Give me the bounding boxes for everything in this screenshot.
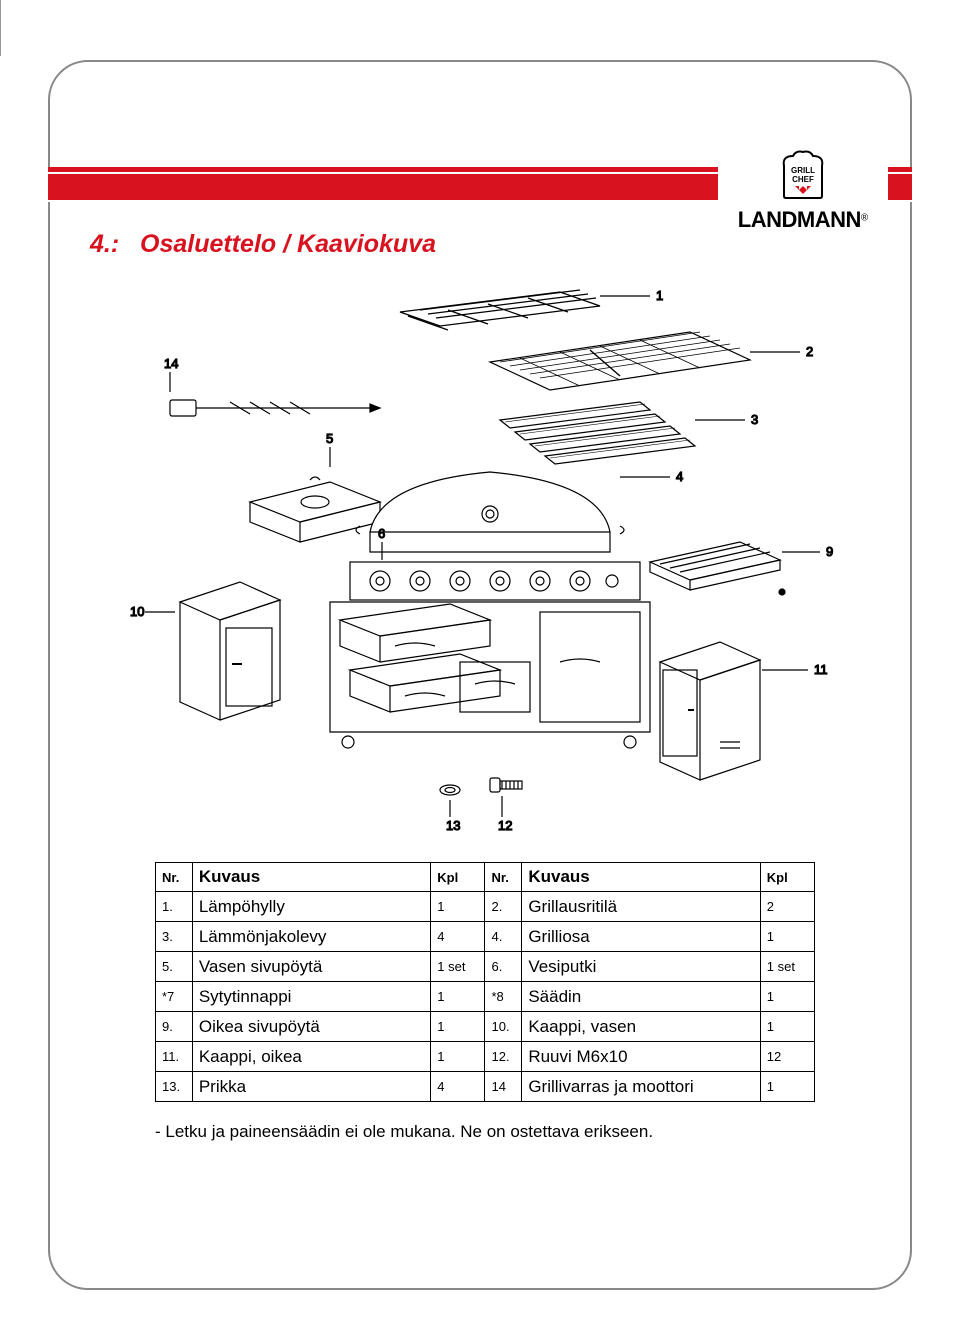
cell-qty1: 4 [431,1072,485,1102]
cell-qty2: 1 [760,982,814,1012]
svg-text:12: 12 [498,818,512,832]
cell-nr1: 11. [156,1042,193,1072]
header-desc-1: Kuvaus [192,863,430,892]
table-row: *7Sytytinnappi1*8Säädin1 [156,982,815,1012]
svg-text:5: 5 [326,431,333,446]
cell-nr1: 5. [156,952,193,982]
cell-desc2: Kaappi, vasen [522,1012,760,1042]
cell-desc1: Lämpöhylly [192,892,430,922]
cell-nr1: 13. [156,1072,193,1102]
svg-text:3: 3 [751,412,758,427]
table-row: 13.Prikka414Grillivarras ja moottori1 [156,1072,815,1102]
header-qty-1: Kpl [431,863,485,892]
cell-desc1: Oikea sivupöytä [192,1012,430,1042]
cell-desc1: Vasen sivupöytä [192,952,430,982]
cell-qty2: 1 [760,922,814,952]
cell-qty1: 1 [431,892,485,922]
cell-nr2: 6. [485,952,522,982]
svg-text:9: 9 [826,544,833,559]
cell-desc1: Lämmönjakolevy [192,922,430,952]
svg-text:11: 11 [814,662,828,677]
cell-qty1: 1 [431,982,485,1012]
parts-table: Nr. Kuvaus Kpl Nr. Kuvaus Kpl 1.Lämpöhyl… [155,862,815,1102]
cell-qty2: 2 [760,892,814,922]
landmann-wordmark: LANDMANN® [724,207,882,233]
table-header-row: Nr. Kuvaus Kpl Nr. Kuvaus Kpl [156,863,815,892]
cell-nr1: 9. [156,1012,193,1042]
header-nr-2: Nr. [485,863,522,892]
svg-text:1: 1 [656,288,663,303]
cell-qty1: 1 set [431,952,485,982]
cell-qty2: 12 [760,1042,814,1072]
footnote: - Letku ja paineensäädin ei ole mukana. … [155,1122,815,1142]
cell-desc2: Ruuvi M6x10 [522,1042,760,1072]
page-frame: GRILL CHEF LANDMANN® 4.: Osaluettelo / K… [48,60,912,1290]
cell-qty2: 1 [760,1012,814,1042]
cell-qty1: 1 [431,1012,485,1042]
svg-text:14: 14 [164,356,178,371]
cell-desc2: Grilliosa [522,922,760,952]
cell-qty1: 4 [431,922,485,952]
cell-nr2: 10. [485,1012,522,1042]
cell-desc2: Grillausritilä [522,892,760,922]
cell-desc1: Sytytinnappi [192,982,430,1012]
parts-table-body: 1.Lämpöhylly12.Grillausritilä23.Lämmönja… [156,892,815,1102]
cell-desc2: Säädin [522,982,760,1012]
header-desc-2: Kuvaus [522,863,760,892]
table-row: 5.Vasen sivupöytä1 set6.Vesiputki1 set [156,952,815,982]
header-nr-1: Nr. [156,863,193,892]
cell-nr2: 12. [485,1042,522,1072]
svg-text:6: 6 [378,526,385,541]
cell-nr1: *7 [156,982,193,1012]
cell-nr1: 3. [156,922,193,952]
cell-desc1: Prikka [192,1072,430,1102]
cell-qty1: 1 [431,1042,485,1072]
brand-logo: GRILL CHEF LANDMANN® [718,144,888,235]
section-title: 4.: Osaluettelo / Kaaviokuva [90,230,436,259]
cell-nr2: *8 [485,982,522,1012]
cell-desc2: Grillivarras ja moottori [522,1072,760,1102]
svg-text:4: 4 [676,469,683,484]
table-row: 9.Oikea sivupöytä110.Kaappi, vasen1 [156,1012,815,1042]
cell-qty2: 1 [760,1072,814,1102]
cell-qty2: 1 set [760,952,814,982]
svg-text:13: 13 [446,818,460,832]
svg-text:2: 2 [806,344,813,359]
cell-nr1: 1. [156,892,193,922]
svg-text:CHEF: CHEF [792,175,814,184]
table-row: 1.Lämpöhylly12.Grillausritilä2 [156,892,815,922]
header-qty-2: Kpl [760,863,814,892]
cell-desc2: Vesiputki [522,952,760,982]
cell-nr2: 4. [485,922,522,952]
grill-chef-badge: GRILL CHEF [778,148,828,205]
cell-nr2: 14 [485,1072,522,1102]
table-row: 11.Kaappi, oikea112.Ruuvi M6x1012 [156,1042,815,1072]
svg-text:10: 10 [130,604,144,619]
exploded-diagram: 1 2 [120,272,840,832]
cell-desc1: Kaappi, oikea [192,1042,430,1072]
cell-nr2: 2. [485,892,522,922]
table-row: 3.Lämmönjakolevy44.Grilliosa1 [156,922,815,952]
svg-text:GRILL: GRILL [791,166,815,175]
